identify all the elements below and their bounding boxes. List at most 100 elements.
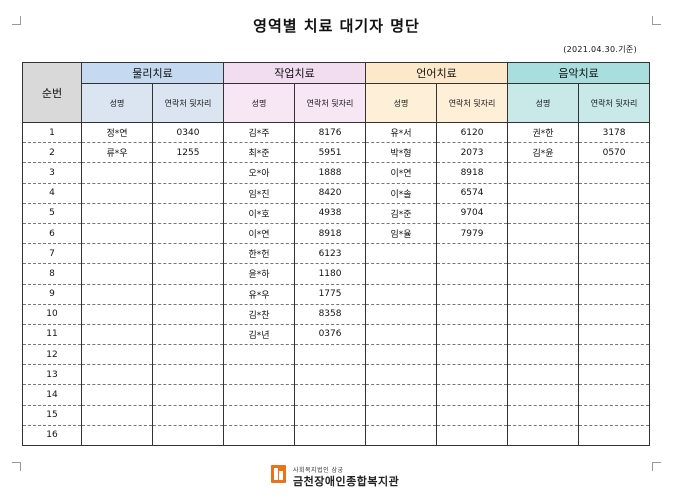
occupational-phone-cell: 8176 [294,121,367,144]
subheader-name: 성명 [365,83,438,123]
speech-name-cell [365,364,438,386]
music-phone-cell [578,182,651,204]
music-phone-cell [578,162,651,184]
subheader-phone: 연락처 뒷자리 [436,83,509,123]
speech-name-cell: 유*서 [365,121,438,144]
seq-cell: 6 [22,222,82,245]
speech-phone-cell: 2073 [436,142,509,164]
music-phone-cell [578,404,651,426]
occupational-phone-cell: 1180 [294,263,367,285]
music-name-cell: 권*한 [507,121,580,144]
speech-phone-cell [436,243,509,265]
physical-name-cell [81,404,153,426]
occupational-name-cell: 이*호 [223,202,296,224]
speech-phone-cell: 6120 [436,121,509,144]
physical-name-cell: 류*우 [81,142,153,164]
table-row: 16 [22,424,651,447]
physical-name-cell [81,323,153,346]
speech-phone-cell [436,303,509,325]
occupational-phone-cell: 4938 [294,202,367,224]
seq-cell: 12 [22,344,82,366]
occupational-phone-cell [294,344,367,366]
speech-phone-cell [436,283,509,305]
physical-phone-cell [151,303,225,325]
music-name-cell [507,263,580,285]
music-phone-cell [578,323,651,346]
speech-name-cell [365,404,438,426]
music-phone-cell [578,424,651,447]
music-name-cell: 김*윤 [507,142,580,164]
occupational-name-cell: 윤*하 [223,263,296,285]
seq-cell: 16 [22,424,82,447]
speech-name-cell [365,263,438,285]
occupational-phone-cell: 1888 [294,162,367,184]
physical-phone-cell [151,344,225,366]
seq-cell: 5 [22,202,82,224]
page-corner-mark-top-left [12,16,21,25]
subheader-phone: 연락처 뒷자리 [151,83,225,123]
page-title: 영역별 치료 대기자 명단 [253,17,420,35]
table-row: 2 류*우 1255 최*준 5951 박*형 2073 김*윤 0570 [22,142,651,164]
occupational-name-cell [223,384,296,406]
speech-phone-cell: 7979 [436,222,509,245]
category-header-physical: 물리치료 [80,62,225,84]
physical-phone-cell [151,404,225,426]
subheader-name: 성명 [81,83,153,123]
subheader-name: 성명 [507,83,580,123]
speech-phone-cell: 9704 [436,202,509,224]
physical-phone-cell [151,384,225,406]
occupational-phone-cell: 0376 [294,323,367,346]
table-row: 10 김*찬 8358 [22,303,651,325]
speech-phone-cell: 6574 [436,182,509,204]
physical-name-cell [81,303,153,325]
table-row: 1 정*연 0340 김*주 8176 유*서 6120 권*한 3178 [22,121,651,144]
speech-phone-cell [436,384,509,406]
speech-name-cell: 이*연 [365,162,438,184]
category-header-music: 음악치료 [507,62,651,84]
occupational-name-cell: 최*준 [223,142,296,164]
seq-header: 순번 [22,62,82,123]
occupational-name-cell: 오*아 [223,162,296,184]
page-corner-mark-bottom-right [652,462,661,471]
music-name-cell [507,303,580,325]
seq-cell: 2 [22,142,82,164]
seq-cell: 10 [22,303,82,325]
table-row: 9 유*우 1775 [22,283,651,305]
occupational-name-cell: 김*주 [223,121,296,144]
org-name: 금천장애인종합복지관 [293,475,400,488]
physical-name-cell [81,182,153,204]
music-name-cell [507,404,580,426]
occupational-name-cell: 김*년 [223,323,296,346]
physical-name-cell [81,344,153,366]
table-row: 7 한*헌 6123 [22,243,651,265]
physical-phone-cell [151,202,225,224]
physical-phone-cell [151,263,225,285]
occupational-name-cell: 이*연 [223,222,296,245]
category-header-speech: 언어치료 [365,62,509,84]
physical-phone-cell [151,424,225,447]
speech-name-cell: 임*율 [365,222,438,245]
occupational-name-cell [223,424,296,447]
music-name-cell [507,364,580,386]
physical-phone-cell [151,243,225,265]
page-corner-mark-bottom-left [12,462,21,471]
occupational-phone-cell [294,404,367,426]
music-phone-cell: 3178 [578,121,651,144]
subheader-phone: 연락처 뒷자리 [578,83,651,123]
seq-cell: 15 [22,404,82,426]
physical-phone-cell [151,222,225,245]
occupational-name-cell: 임*진 [223,182,296,204]
physical-name-cell [81,222,153,245]
music-phone-cell [578,344,651,366]
occupational-phone-cell: 1775 [294,283,367,305]
physical-phone-cell [151,162,225,184]
physical-name-cell [81,162,153,184]
speech-phone-cell: 8918 [436,162,509,184]
table-row: 12 [22,344,651,366]
seq-cell: 11 [22,323,82,346]
physical-name-cell [81,263,153,285]
table-row: 6 이*연 8918 임*율 7979 [22,222,651,245]
seq-cell: 13 [22,364,82,386]
date-note: (2021.04.30.기준) [563,45,637,54]
table-row: 3 오*아 1888 이*연 8918 [22,162,651,184]
